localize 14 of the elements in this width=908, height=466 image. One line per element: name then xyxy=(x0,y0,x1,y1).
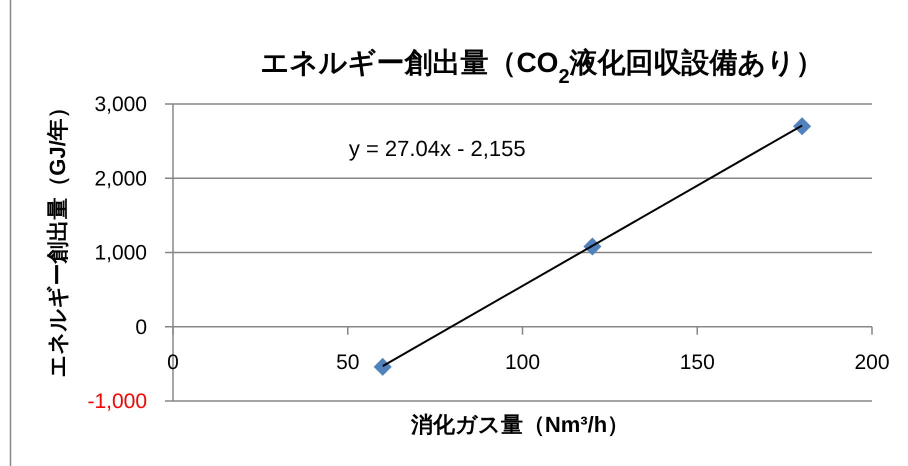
ylabel: エネルギー創出量（GJ/年） xyxy=(44,96,70,378)
xlabel: 消化ガス量（Nm³/h） xyxy=(410,412,630,437)
xtick: 200 xyxy=(854,350,890,374)
xtick: 50 xyxy=(336,350,360,374)
ytick: 2,000 xyxy=(94,166,147,190)
xtick: 100 xyxy=(504,350,540,374)
title: エネルギー創出量（CO$_{2}$液化回収設備あり） xyxy=(260,47,824,88)
ytick: 0 xyxy=(135,315,147,338)
ytick: -1,000 xyxy=(87,390,147,412)
xtick: 150 xyxy=(680,350,715,374)
annotation: y = 27.04x - 2,155 xyxy=(348,136,526,160)
ytick: 3,000 xyxy=(94,92,147,116)
xtick: 0 xyxy=(167,350,179,374)
ytick: 1,000 xyxy=(94,241,147,264)
